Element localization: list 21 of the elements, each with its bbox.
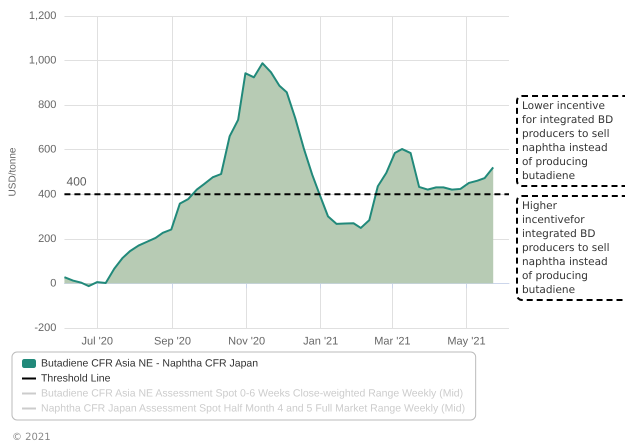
y-tick-label: 400 <box>38 188 56 200</box>
x-tick-label: Jul '20 <box>81 336 113 348</box>
x-tick-label: Jan '21 <box>303 336 338 348</box>
y-tick-label: 600 <box>38 144 56 156</box>
legend-label: Butadiene CFR Asia NE - Naphtha CFR Japan <box>41 358 258 370</box>
x-tick-label: Nov '20 <box>228 336 266 348</box>
y-tick-label: -200 <box>34 322 56 334</box>
y-tick-label: 0 <box>50 277 56 290</box>
y-tick-label: 200 <box>38 232 56 245</box>
annotation: 400 <box>66 174 87 188</box>
y-tick-label: 1,200 <box>28 10 56 22</box>
y-tick-label: 1,000 <box>28 54 56 67</box>
text: © 2021 <box>12 432 51 443</box>
text: Lower incentive for integrated BD producers to sell naphtha instead of producing butadiene <box>516 95 625 187</box>
x-tick-label: May '21 <box>447 336 486 348</box>
text: Higher incentivefor integrated BD producers to sell naphtha instead of producing butadiene <box>516 195 625 301</box>
legend-label: Threshold Line <box>41 372 111 384</box>
x-tick-label: Sep '20 <box>154 336 192 348</box>
y-tick-label: 800 <box>38 99 56 112</box>
x-tick-label: Mar '21 <box>374 336 411 348</box>
y-axis-title: USD/tonne <box>8 147 18 196</box>
